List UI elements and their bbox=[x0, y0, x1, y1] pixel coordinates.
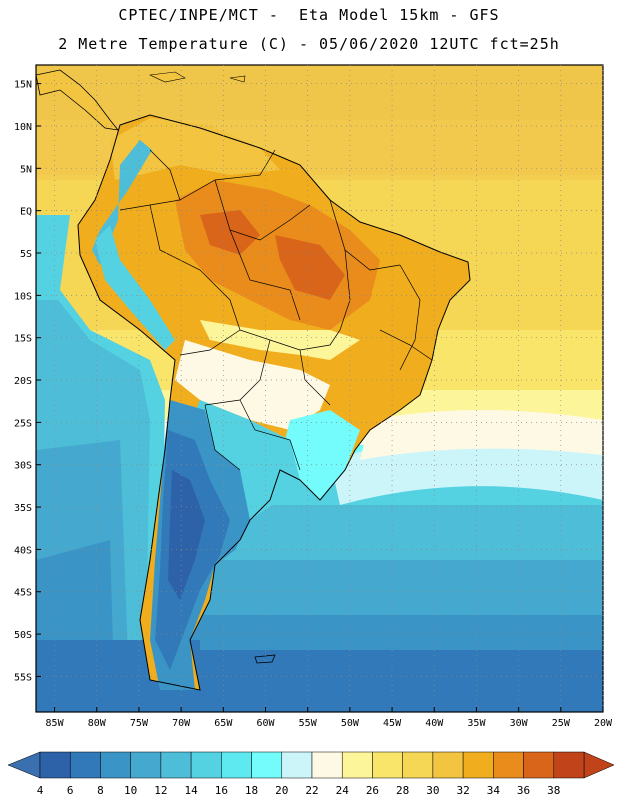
colorbar-swatch bbox=[341, 751, 373, 779]
colorbar-swatch bbox=[432, 751, 464, 779]
lon-label: 55W bbox=[299, 718, 318, 729]
colorbar-label: 14 bbox=[184, 784, 198, 797]
lat-label: 10N bbox=[14, 122, 32, 133]
colorbar-swatch bbox=[523, 751, 555, 779]
colorbar-label: 20 bbox=[275, 784, 288, 797]
lon-label: 75W bbox=[130, 718, 149, 729]
colorbar-swatch bbox=[372, 751, 403, 779]
lat-label: 50S bbox=[14, 630, 32, 641]
colorbar-swatch bbox=[281, 751, 313, 779]
lat-label: 15S bbox=[14, 334, 32, 345]
colorbar-label: 28 bbox=[396, 784, 409, 797]
lon-label: 40W bbox=[425, 718, 444, 729]
lat-label: 55S bbox=[14, 672, 32, 683]
lon-label: 85W bbox=[46, 718, 65, 729]
lat-label: 45S bbox=[14, 588, 32, 599]
lat-label: EQ bbox=[20, 207, 32, 218]
colorbar-swatch bbox=[190, 751, 222, 779]
lat-label: 30S bbox=[14, 461, 32, 472]
colorbar-label: 34 bbox=[487, 784, 501, 797]
lat-label: 10S bbox=[14, 291, 32, 302]
lat-label: 5S bbox=[20, 249, 32, 260]
colorbar-swatch bbox=[221, 751, 252, 779]
colorbar-swatch bbox=[402, 751, 434, 779]
colorbar-label: 4 bbox=[37, 784, 44, 797]
lon-label: 50W bbox=[341, 718, 360, 729]
lon-label: 20W bbox=[594, 718, 613, 729]
lat-label: 15N bbox=[14, 80, 32, 91]
colorbar-label: 32 bbox=[456, 784, 469, 797]
colorbar-label: 8 bbox=[97, 784, 104, 797]
lon-label: 25W bbox=[552, 718, 571, 729]
colorbar-high-arrow bbox=[583, 751, 615, 779]
colorbar-swatch bbox=[553, 751, 585, 779]
colorbar-label: 18 bbox=[245, 784, 258, 797]
lon-label: 30W bbox=[510, 718, 529, 729]
colorbar-swatch bbox=[39, 751, 71, 779]
colorbar-label: 12 bbox=[154, 784, 167, 797]
colorbar-swatch bbox=[160, 751, 192, 779]
colorbar-label: 36 bbox=[517, 784, 530, 797]
colorbar-swatch bbox=[130, 751, 162, 779]
colorbar-label: 30 bbox=[426, 784, 439, 797]
lon-label: 45W bbox=[383, 718, 402, 729]
map-field bbox=[36, 65, 603, 712]
colorbar-swatch bbox=[493, 751, 524, 779]
colorbar-label: 24 bbox=[336, 784, 350, 797]
lat-label: 25S bbox=[14, 418, 32, 429]
lon-label: 35W bbox=[467, 718, 486, 729]
colorbar-swatch bbox=[462, 751, 494, 779]
chart-title-line1: CPTEC/INPE/MCT - Eta Model 15km - GFS bbox=[118, 6, 500, 24]
colorbar-label: 26 bbox=[366, 784, 379, 797]
colorbar-label: 6 bbox=[67, 784, 74, 797]
colorbar-swatch bbox=[311, 751, 343, 779]
lon-label: 80W bbox=[88, 718, 107, 729]
lon-label: 65W bbox=[214, 718, 233, 729]
lon-label: 70W bbox=[172, 718, 191, 729]
colorbar-swatch bbox=[251, 751, 283, 779]
colorbar-swatch bbox=[100, 751, 131, 779]
colorbar-label: 38 bbox=[547, 784, 560, 797]
lat-label: 40S bbox=[14, 545, 32, 556]
lat-label: 5N bbox=[20, 164, 32, 175]
lon-label: 60W bbox=[256, 718, 275, 729]
colorbar-label: 10 bbox=[124, 784, 137, 797]
colorbar-low-arrow bbox=[7, 751, 41, 779]
chart-title-line2: 2 Metre Temperature (C) - 05/06/2020 12U… bbox=[58, 35, 560, 53]
colorbar-label: 22 bbox=[305, 784, 318, 797]
colorbar-label: 16 bbox=[215, 784, 228, 797]
lat-label: 20S bbox=[14, 376, 32, 387]
colorbar-swatch bbox=[69, 751, 101, 779]
lat-label: 35S bbox=[14, 503, 32, 514]
